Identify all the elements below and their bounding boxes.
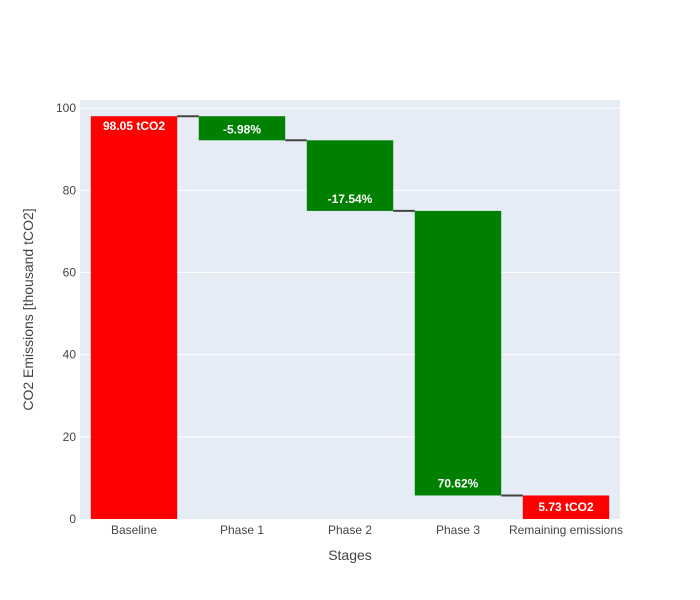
x-tick-label: Phase 1 [220, 523, 264, 537]
x-axis-ticks: Baseline Phase 1 Phase 2 Phase 3 Remaining e… [111, 523, 623, 537]
bar-value-label: 98.05 tCO2 [103, 119, 165, 133]
y-tick-label: 60 [63, 266, 77, 280]
x-tick-label: Baseline [111, 523, 157, 537]
waterfall-bar [306, 140, 394, 211]
waterfall-bar [198, 116, 286, 141]
bar-value-label: 70.62% [438, 476, 479, 490]
y-tick-label: 100 [56, 101, 76, 115]
bars [90, 116, 610, 519]
connectors [177, 115, 523, 497]
bar-value-label: 5.73 tCO2 [538, 500, 594, 514]
waterfall-bar [522, 495, 610, 519]
bar-value-label: -17.54% [328, 192, 373, 206]
y-tick-label: 40 [63, 348, 77, 362]
waterfall-bar [90, 116, 178, 519]
x-tick-label: Phase 3 [436, 523, 480, 537]
y-tick-label: 0 [69, 512, 76, 526]
y-tick-label: 80 [63, 183, 77, 197]
bar-labels: 98.05 tCO2 -5.98% -17.54% 70.62% 5.73 tCO2 [103, 119, 594, 514]
bar-value-label: -5.98% [223, 122, 261, 136]
x-axis-title: Stages [328, 547, 372, 563]
y-axis-title: CO2 Emissions [thousand tCO2] [20, 208, 36, 410]
waterfall-bar [414, 210, 502, 496]
y-tick-label: 20 [63, 430, 77, 444]
x-tick-label: Remaining emissions [509, 523, 623, 537]
x-tick-label: Phase 2 [328, 523, 372, 537]
y-axis-ticks: 0 20 40 60 80 100 [56, 101, 76, 526]
